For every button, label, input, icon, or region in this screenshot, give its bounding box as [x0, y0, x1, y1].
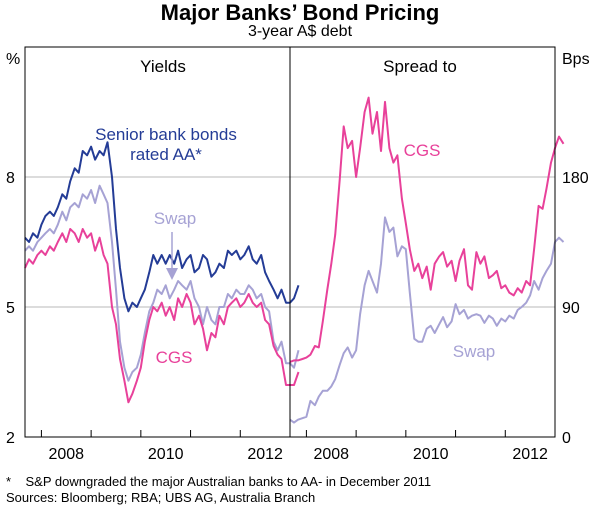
left-tick-label: 8 — [6, 170, 15, 187]
right-tick-label: 180 — [562, 170, 589, 187]
left-axis-ticks: 2 5 8 — [6, 170, 15, 447]
right-tick-label: 0 — [562, 430, 571, 447]
annotation-label: Swap — [154, 209, 197, 228]
annotation-label: Senior bank bonds — [95, 125, 237, 144]
chart-subtitle: 3-year A$ debt — [247, 23, 353, 40]
chart-title: Major Banks’ Bond Pricing — [160, 0, 440, 25]
panel-title-yields: Yields — [140, 57, 186, 76]
annotation-label: CGS — [404, 141, 441, 160]
x-tick-label: 2010 — [148, 446, 184, 463]
swap-arrowhead — [166, 268, 178, 280]
right-tick-label: 90 — [562, 300, 580, 317]
right-axis-unit: Bps — [562, 51, 590, 68]
annotation-label: Swap — [453, 342, 496, 361]
x-tick-label: 2010 — [413, 446, 449, 463]
left-tick-label: 5 — [6, 300, 15, 317]
panel-title-spread: Spread to — [383, 57, 457, 76]
footnote: * S&P downgraded the major Australian ba… — [6, 474, 432, 489]
x-axis-labels: 2008 2010 2012 2008 2010 2012 — [48, 446, 548, 463]
x-axis-ticks — [40, 430, 506, 437]
annotation-label: rated AA* — [130, 145, 202, 164]
sources-note: Sources: Bloomberg; RBA; UBS AG, Austral… — [6, 490, 316, 505]
spread-swap-line — [289, 216, 565, 424]
yields-swap-line — [24, 184, 300, 382]
left-tick-label: 2 — [6, 430, 15, 447]
yields-cgs-line — [24, 228, 300, 404]
annotation-label: CGS — [156, 348, 193, 367]
x-tick-label: 2012 — [247, 446, 283, 463]
left-axis-unit: % — [6, 51, 20, 68]
x-tick-label: 2008 — [313, 446, 349, 463]
spread-cgs-line — [289, 96, 565, 363]
x-tick-label: 2008 — [48, 446, 84, 463]
right-axis-ticks: 0 90 180 — [562, 170, 589, 447]
yields-senior-line — [24, 141, 300, 313]
series-layer — [24, 96, 565, 424]
x-tick-label: 2012 — [512, 446, 548, 463]
